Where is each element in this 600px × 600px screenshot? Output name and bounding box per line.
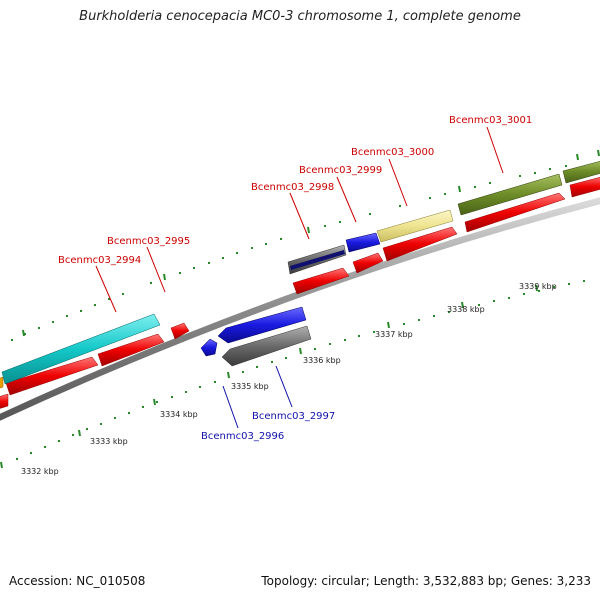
- gene-label[interactable]: Bcenmc03_2995: [107, 236, 190, 247]
- gene-bcenmc03-2996[interactable]: [217, 306, 307, 344]
- chromosome-backbone: [0, 197, 600, 421]
- scale-label: 3336 kbp: [303, 356, 341, 365]
- gene-label[interactable]: Bcenmc03_2994: [58, 255, 141, 266]
- red-feature[interactable]: [382, 226, 458, 262]
- gene-bcenmc03-3000[interactable]: [376, 209, 454, 243]
- accession-text: Accession: NC_010508: [9, 574, 146, 588]
- label-leaders: [95, 126, 504, 429]
- red-feature[interactable]: [170, 322, 190, 340]
- gene-bcenmc03-2997[interactable]: [221, 325, 312, 367]
- gene-label[interactable]: Bcenmc03_2996: [201, 431, 284, 442]
- gene-label[interactable]: Bcenmc03_3001: [449, 115, 532, 126]
- gene-olive-next[interactable]: [562, 160, 600, 184]
- scale-label: 3334 kbp: [160, 410, 198, 419]
- red-feature[interactable]: [464, 192, 566, 233]
- scale-label: 3339 kbp: [519, 282, 557, 291]
- gene-bcenmc03-2999[interactable]: [345, 232, 381, 253]
- scale-label: 3335 kbp: [231, 382, 269, 391]
- scale-label: 3338 kbp: [447, 305, 485, 314]
- forward-gene-track: [0, 160, 600, 390]
- gene-small-blue[interactable]: [200, 338, 218, 357]
- gene-label[interactable]: Bcenmc03_3000: [351, 147, 434, 158]
- gene-label[interactable]: Bcenmc03_2997: [252, 411, 335, 422]
- gene-navy-stripe[interactable]: [290, 250, 345, 270]
- red-feature[interactable]: [292, 267, 350, 295]
- lower-major-ticks: [0, 284, 538, 469]
- gene-label[interactable]: Bcenmc03_2999: [299, 165, 382, 176]
- gene-bcenmc03-3001[interactable]: [457, 173, 563, 216]
- red-feature[interactable]: [5, 356, 99, 396]
- reverse-gene-track: [200, 306, 312, 367]
- red-feature[interactable]: [352, 252, 384, 274]
- upper-major-ticks: [22, 149, 600, 337]
- scale-label: 3333 kbp: [90, 437, 128, 446]
- red-feature-track: [0, 176, 600, 410]
- gene-yellow-orange[interactable]: [0, 376, 4, 390]
- red-feature[interactable]: [97, 333, 165, 367]
- scale-label: 3337 kbp: [375, 330, 413, 339]
- red-feature[interactable]: [0, 393, 9, 410]
- gene-label[interactable]: Bcenmc03_2998: [251, 182, 334, 193]
- red-feature[interactable]: [569, 176, 600, 198]
- genome-summary: Topology: circular; Length: 3,532,883 bp…: [261, 574, 591, 588]
- lower-tick-track: [16, 280, 585, 460]
- gene-bcenmc03-2994[interactable]: [1, 313, 161, 385]
- upper-tick-track: [11, 165, 567, 341]
- map-title: Burkholderia cenocepacia MC0-3 chromosom…: [79, 9, 521, 24]
- scale-label: 3332 kbp: [21, 467, 59, 476]
